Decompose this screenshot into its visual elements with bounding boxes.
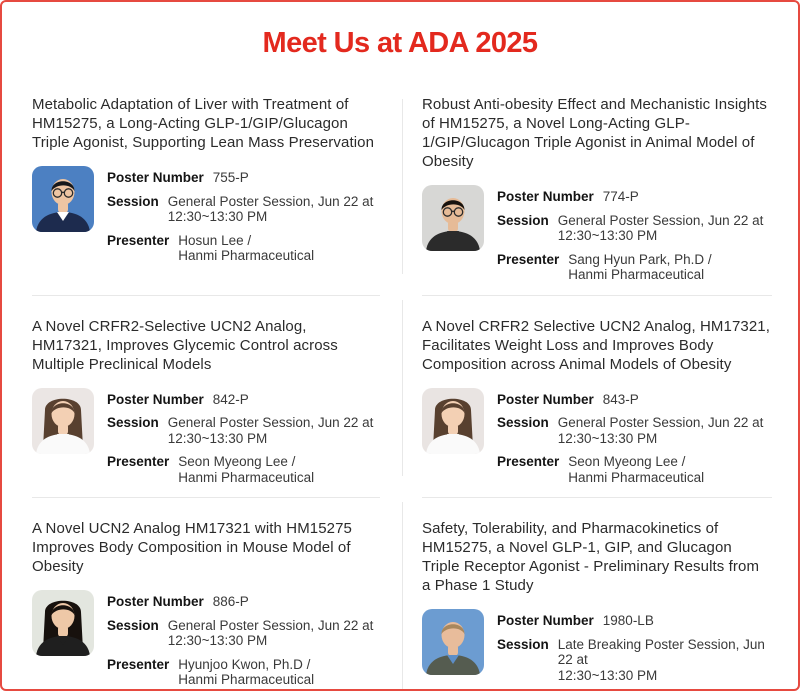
poster-number-row: Poster Number 843-P bbox=[497, 392, 763, 408]
session-value: General Poster Session, Jun 22 at 12:30~1… bbox=[167, 193, 374, 225]
poster-info: Poster Number 755-P Session General Post… bbox=[107, 166, 373, 264]
session-row: Session General Poster Session, Jun 22 a… bbox=[107, 415, 373, 446]
poster-details: Poster Number 842-P Session General Post… bbox=[32, 387, 380, 486]
presenter-value: Hosun Lee / Hanmi Pharmaceutical bbox=[178, 232, 315, 264]
poster-number-row: Poster Number 842-P bbox=[107, 392, 373, 408]
poster-info: Poster Number 1980-LB Session Late Break… bbox=[497, 609, 770, 689]
poster-number-label: Poster Number bbox=[497, 613, 594, 628]
session-label: Session bbox=[107, 415, 159, 430]
presenter-row: Presenter Hyunjoo Kwon, Ph.D / Hanmi Phar… bbox=[107, 657, 373, 688]
poster-details: Poster Number 886-P Session General Post… bbox=[32, 590, 380, 688]
person-portrait-icon bbox=[32, 387, 94, 454]
poster-number-label: Poster Number bbox=[107, 594, 204, 609]
session-row: Session General Poster Session, Jun 22 a… bbox=[497, 213, 763, 244]
presenter-photo bbox=[422, 609, 484, 675]
poster-details: Poster Number 774-P Session General Post… bbox=[422, 185, 770, 283]
session-value: General Poster Session, Jun 22 at 12:30~1… bbox=[167, 617, 374, 649]
presenter-photo bbox=[32, 590, 94, 656]
session-label: Session bbox=[497, 212, 549, 228]
session-value: General Poster Session, Jun 22 at 12:30~1… bbox=[557, 212, 764, 244]
person-portrait-icon bbox=[32, 590, 94, 656]
poster-number-row: Poster Number 1980-LB bbox=[497, 613, 770, 629]
person-portrait-icon bbox=[32, 166, 94, 232]
presenter-photo bbox=[32, 166, 94, 232]
presenter-label: Presenter bbox=[107, 232, 170, 248]
poster-number-label: Poster Number bbox=[497, 391, 594, 407]
person-portrait-icon bbox=[422, 185, 484, 251]
poster-title: Metabolic Adaptation of Liver with Treat… bbox=[32, 96, 375, 151]
session-label: Session bbox=[107, 193, 159, 209]
poster-card: Robust Anti-obesity Effect and Mechanist… bbox=[402, 95, 772, 296]
poster-info: Poster Number 774-P Session General Post… bbox=[497, 185, 763, 283]
presenter-value: Seon Myeong Lee / Hanmi Pharmaceutical bbox=[178, 454, 315, 485]
poster-number-label: Poster Number bbox=[107, 391, 204, 407]
poster-number-value: 774-P bbox=[602, 189, 639, 204]
poster-title: A Novel UCN2 Analog HM17321 with HM15275… bbox=[32, 520, 353, 575]
presenter-photo bbox=[422, 185, 484, 251]
poster-title: A Novel CRFR2-Selective UCN2 Analog, HM1… bbox=[32, 317, 338, 373]
poster-grid: Metabolic Adaptation of Liver with Treat… bbox=[32, 95, 772, 689]
presenter-row: Presenter Sang Hyun Park, Ph.D / Hanmi Ph… bbox=[497, 252, 763, 283]
poster-details: Poster Number 755-P Session General Post… bbox=[32, 166, 380, 264]
poster-details: Poster Number 1980-LB Session Late Break… bbox=[422, 609, 770, 689]
poster-card: A Novel CRFR2-Selective UCN2 Analog, HM1… bbox=[32, 296, 402, 499]
poster-number-row: Poster Number 774-P bbox=[497, 189, 763, 205]
session-row: Session General Poster Session, Jun 22 a… bbox=[107, 618, 373, 649]
presenter-photo bbox=[32, 387, 94, 454]
poster-info: Poster Number 843-P Session General Post… bbox=[497, 388, 763, 486]
presenter-label: Presenter bbox=[497, 251, 560, 267]
person-portrait-icon bbox=[422, 609, 484, 675]
person-portrait-icon bbox=[422, 387, 484, 454]
presenter-value: Seon Myeong Lee / Hanmi Pharmaceutical bbox=[568, 454, 705, 485]
session-row: Session Late Breaking Poster Session, Ju… bbox=[497, 637, 770, 684]
presenter-row: Presenter Hosun Lee / Hanmi Pharmaceutica… bbox=[107, 233, 373, 264]
poster-card: Safety, Tolerability, and Pharmacokineti… bbox=[402, 498, 772, 689]
poster-number-value: 843-P bbox=[602, 391, 639, 407]
presenter-row: Presenter Seon Myeong Lee / Hanmi Pharmac… bbox=[497, 454, 763, 485]
poster-details: Poster Number 843-P Session General Post… bbox=[422, 387, 770, 486]
presenter-value: Sang Hyun Park, Ph.D / Hanmi Pharmaceutic… bbox=[568, 251, 712, 283]
poster-title: Safety, Tolerability, and Pharmacokineti… bbox=[422, 520, 760, 594]
poster-card: A Novel CRFR2 Selective UCN2 Analog, HM1… bbox=[402, 296, 772, 499]
poster-number-row: Poster Number 886-P bbox=[107, 594, 373, 610]
session-label: Session bbox=[497, 636, 549, 652]
presenter-label: Presenter bbox=[107, 656, 170, 672]
page-title: Meet Us at ADA 2025 bbox=[262, 27, 539, 59]
presenter-label: Presenter bbox=[107, 454, 170, 469]
poster-info: Poster Number 842-P Session General Post… bbox=[107, 388, 373, 486]
poster-number-label: Poster Number bbox=[497, 189, 594, 204]
poster-number-value: 886-P bbox=[212, 594, 249, 609]
session-row: Session General Poster Session, Jun 22 a… bbox=[497, 415, 763, 446]
session-value: Late Breaking Poster Session, Jun 22 at 1… bbox=[557, 636, 765, 683]
poster-card: Metabolic Adaptation of Liver with Treat… bbox=[32, 95, 402, 296]
poster-number-value: 755-P bbox=[212, 170, 249, 185]
presenter-row: Presenter Seon Myeong Lee / Hanmi Pharmac… bbox=[107, 454, 373, 485]
poster-title: Robust Anti-obesity Effect and Mechanist… bbox=[422, 96, 768, 170]
poster-number-label: Poster Number bbox=[107, 170, 204, 185]
poster-number-row: Poster Number 755-P bbox=[107, 170, 373, 186]
presenter-label: Presenter bbox=[497, 454, 560, 469]
session-value: General Poster Session, Jun 22 at 12:30~1… bbox=[167, 415, 374, 446]
poster-card: A Novel UCN2 Analog HM17321 with HM15275… bbox=[32, 498, 402, 689]
poster-info: Poster Number 886-P Session General Post… bbox=[107, 590, 373, 688]
presenter-value: Hyunjoo Kwon, Ph.D / Hanmi Pharmaceutical bbox=[178, 656, 315, 688]
poster-number-value: 842-P bbox=[212, 391, 249, 407]
presenter-photo bbox=[422, 387, 484, 454]
poster-title: A Novel CRFR2 Selective UCN2 Analog, HM1… bbox=[422, 317, 770, 373]
session-row: Session General Poster Session, Jun 22 a… bbox=[107, 194, 373, 225]
poster-number-value: 1980-LB bbox=[602, 613, 654, 628]
session-value: General Poster Session, Jun 22 at 12:30~1… bbox=[557, 415, 764, 446]
session-label: Session bbox=[107, 617, 159, 633]
session-label: Session bbox=[497, 415, 549, 430]
